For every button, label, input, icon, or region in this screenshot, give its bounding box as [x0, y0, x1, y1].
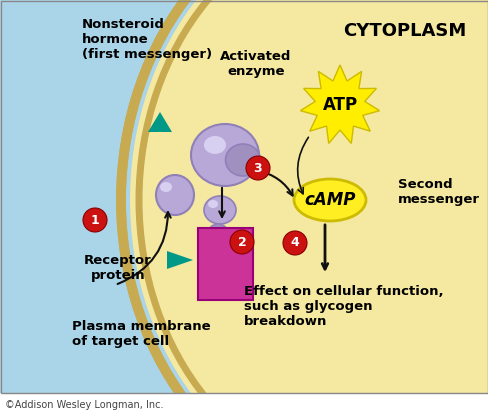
Ellipse shape — [160, 182, 172, 192]
Bar — [198, 228, 252, 300]
Circle shape — [283, 231, 306, 255]
Bar — [0, 0, 195, 413]
Ellipse shape — [203, 196, 236, 224]
Text: CYTOPLASM: CYTOPLASM — [343, 22, 466, 40]
Text: Activated
enzyme: Activated enzyme — [220, 50, 291, 78]
Circle shape — [229, 230, 253, 254]
Text: Nonsteroid
hormone
(first messenger): Nonsteroid hormone (first messenger) — [82, 18, 212, 61]
Bar — [359, 0, 488, 413]
Ellipse shape — [130, 0, 488, 413]
Text: Second
messenger: Second messenger — [397, 178, 479, 206]
Ellipse shape — [207, 200, 218, 208]
Text: ATP: ATP — [322, 96, 357, 114]
Bar — [0, 393, 488, 413]
Text: 4: 4 — [290, 237, 299, 249]
Polygon shape — [148, 112, 172, 132]
Text: ©Addison Wesley Longman, Inc.: ©Addison Wesley Longman, Inc. — [5, 400, 163, 410]
Ellipse shape — [203, 136, 225, 154]
Text: cAMP: cAMP — [304, 191, 355, 209]
Bar — [369, 0, 488, 413]
Ellipse shape — [225, 144, 260, 176]
Circle shape — [245, 156, 269, 180]
Text: 3: 3 — [253, 161, 262, 175]
Text: Receptor
protein: Receptor protein — [84, 254, 152, 282]
Bar — [0, 395, 488, 413]
Text: Plasma membrane
of target cell: Plasma membrane of target cell — [72, 320, 210, 348]
Ellipse shape — [207, 224, 227, 242]
Ellipse shape — [191, 124, 259, 186]
Bar — [369, 0, 488, 413]
Polygon shape — [167, 251, 193, 269]
Ellipse shape — [130, 0, 488, 413]
Polygon shape — [300, 65, 379, 143]
Ellipse shape — [156, 175, 194, 215]
Text: Effect on cellular function,
such as glycogen
breakdown: Effect on cellular function, such as gly… — [244, 285, 443, 328]
Ellipse shape — [293, 179, 365, 221]
Text: 2: 2 — [237, 235, 246, 249]
Circle shape — [83, 208, 107, 232]
Text: 1: 1 — [90, 214, 99, 226]
